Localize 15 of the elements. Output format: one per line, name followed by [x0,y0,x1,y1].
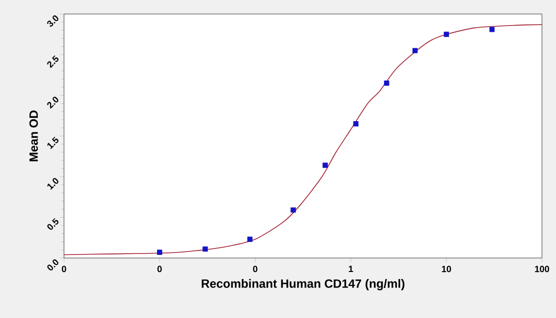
y-tick-label: 3.0 [47,15,58,27]
x-tick-label: 0 [62,266,66,272]
x-axis-title: Recombinant Human CD147 (ng/ml) [202,279,404,290]
y-tick-label: 2.5 [47,55,58,68]
x-tick-label: 10 [442,266,452,272]
y-tick-label: 2.0 [47,96,58,109]
y-tick-label: 1.0 [47,178,58,190]
x-tick-label: 0 [253,266,258,272]
x-tick-label: 0 [157,266,162,272]
y-tick-label: 0.5 [47,218,58,230]
y-tick-label: 0.0 [47,259,58,270]
x-tick-label: 1 [348,266,354,272]
y-tick-label: 1.5 [47,136,58,150]
y-axis-title: Mean OD [29,110,38,162]
x-tick-label: 100 [535,266,550,272]
